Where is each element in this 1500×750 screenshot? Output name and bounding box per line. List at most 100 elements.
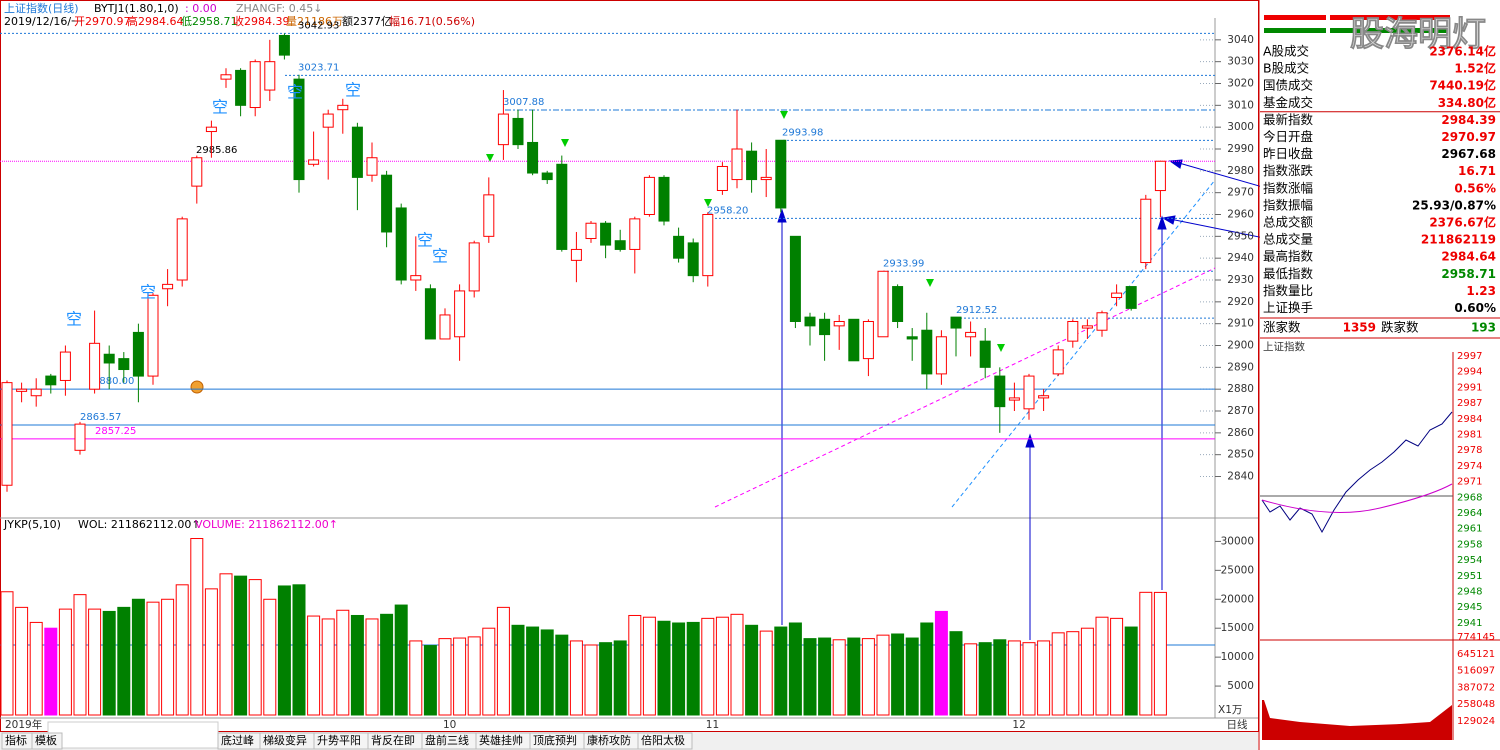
volume-bar — [1007, 640, 1021, 716]
candle-body — [322, 113, 334, 128]
y-tick-label: 2930 — [1227, 274, 1254, 286]
signal-label: 空 — [345, 81, 361, 100]
mini-price-label: 2954 — [1457, 555, 1482, 566]
tab-label[interactable]: 倍阳太极 — [641, 733, 685, 747]
mini-price-label: 2978 — [1457, 445, 1482, 456]
candle-body — [848, 318, 860, 362]
volume-bar — [146, 601, 160, 716]
candle-body — [643, 176, 655, 216]
signal-arrow — [486, 154, 494, 162]
y-tick-label: 3030 — [1227, 56, 1254, 68]
y-tick-label: 2850 — [1227, 449, 1254, 461]
volume-bar — [1022, 642, 1036, 716]
candle-body — [1052, 349, 1064, 375]
volume-bar — [482, 627, 496, 716]
y-tick-label: 2920 — [1227, 296, 1254, 308]
stat-label: 最低指数 — [1263, 266, 1314, 281]
tab[interactable] — [31, 732, 63, 750]
volume-value: VOLUME: 211862112.00↑ — [195, 518, 338, 531]
mini-price-label: 2964 — [1457, 508, 1482, 519]
stat-label: 总成交额 — [1263, 215, 1314, 230]
tab-label[interactable]: 顶底预判 — [533, 733, 577, 747]
mini-price-label: 2991 — [1457, 382, 1482, 393]
stat-value: 2376.14亿 — [1429, 44, 1496, 59]
candle-body — [760, 176, 772, 181]
candle-body — [746, 150, 758, 181]
close: 收2984.39 — [233, 14, 290, 28]
mini-volume-label: 774145 — [1457, 632, 1495, 643]
volume-bar — [701, 617, 715, 716]
volume-bar — [526, 626, 540, 716]
arrow-head — [1025, 433, 1035, 448]
candle-body — [950, 316, 962, 329]
tab-label[interactable]: 指标 — [5, 733, 27, 747]
y-tick-label: 2870 — [1227, 405, 1254, 417]
bar-down — [1330, 28, 1450, 33]
tab-label[interactable]: 康桥攻防 — [587, 733, 631, 747]
y-tick-label: 3000 — [1227, 121, 1254, 133]
candle-body — [804, 316, 816, 327]
candle-body — [1023, 375, 1035, 410]
volume-bar — [1153, 591, 1167, 716]
stat-label: 上证换手 — [1263, 300, 1313, 315]
candle-body — [293, 78, 305, 181]
volume-bar — [1110, 617, 1124, 716]
tab-label[interactable]: 升势平阳 — [317, 734, 361, 747]
period-label[interactable]: 日线 — [1227, 718, 1249, 731]
tab[interactable] — [637, 732, 693, 750]
volume-bar — [467, 636, 481, 716]
stat-label: 昨日收盘 — [1263, 146, 1313, 161]
mini-price-label: 2968 — [1457, 492, 1482, 503]
volume-bar — [672, 622, 686, 716]
candle-body — [862, 320, 874, 360]
volume-bar — [190, 538, 204, 716]
tab-label[interactable]: 盘前三线 — [425, 733, 469, 747]
stat-label: 最高指数 — [1263, 249, 1314, 264]
candle-body — [45, 375, 57, 386]
level-label: 2912.52 — [956, 305, 997, 316]
amount: 额2377亿 — [342, 15, 392, 28]
tab-label[interactable]: 英雄挂帅 — [479, 733, 523, 747]
volume: 量21186万 — [286, 15, 343, 28]
tab-label[interactable]: 底过峰 — [221, 733, 254, 747]
zhangf: ZHANGF: 0.45↓ — [236, 2, 322, 15]
volume-bar — [686, 621, 700, 716]
high: 高2984.64 — [127, 14, 184, 28]
y-tick-label: 20000 — [1221, 593, 1254, 605]
candle-body — [176, 218, 188, 281]
candle-body — [935, 336, 947, 375]
signal-arrow — [926, 279, 934, 287]
candle-body — [30, 388, 42, 397]
tab-label[interactable]: 梯级变异 — [263, 733, 307, 747]
volume-bar — [423, 645, 437, 716]
volume-bar — [365, 618, 379, 716]
volume-bar — [1095, 616, 1109, 716]
candle-body — [351, 126, 363, 178]
bar-down — [1264, 28, 1326, 33]
candle-body — [205, 126, 217, 133]
tab-label[interactable]: 模板 — [35, 733, 57, 747]
tab-label[interactable]: 背反在即 — [371, 733, 415, 747]
candle-body — [877, 270, 889, 338]
signal-arrow — [704, 199, 712, 207]
mini-price-label: 2951 — [1457, 571, 1482, 582]
stat-value: 2984.39 — [1441, 113, 1496, 127]
level-label: 2985.86 — [196, 145, 237, 156]
volume-bar — [657, 620, 671, 716]
y-tick-label: 25000 — [1221, 564, 1254, 576]
stat-value: 2984.64 — [1441, 250, 1496, 264]
tabs: 指标 模板 底过峰 梯级变异 升势平阳 背反在即 盘前三线 英雄挂帅 顶底预判 康桥攻防 倍阳太极 — [1, 732, 693, 750]
candle-body — [59, 351, 71, 381]
arrow-head — [1157, 215, 1167, 230]
trend-line — [714, 267, 1216, 508]
arrow-head — [1168, 159, 1183, 169]
volume-bar — [569, 640, 583, 716]
volume-bar — [730, 613, 744, 716]
volume-bar — [1139, 591, 1153, 716]
volume-bar — [876, 634, 890, 716]
stat-label: A股成交 — [1263, 44, 1309, 59]
bar-up — [1264, 15, 1326, 20]
stat-label: 指数涨跌 — [1263, 163, 1314, 178]
candle-body — [16, 388, 28, 392]
